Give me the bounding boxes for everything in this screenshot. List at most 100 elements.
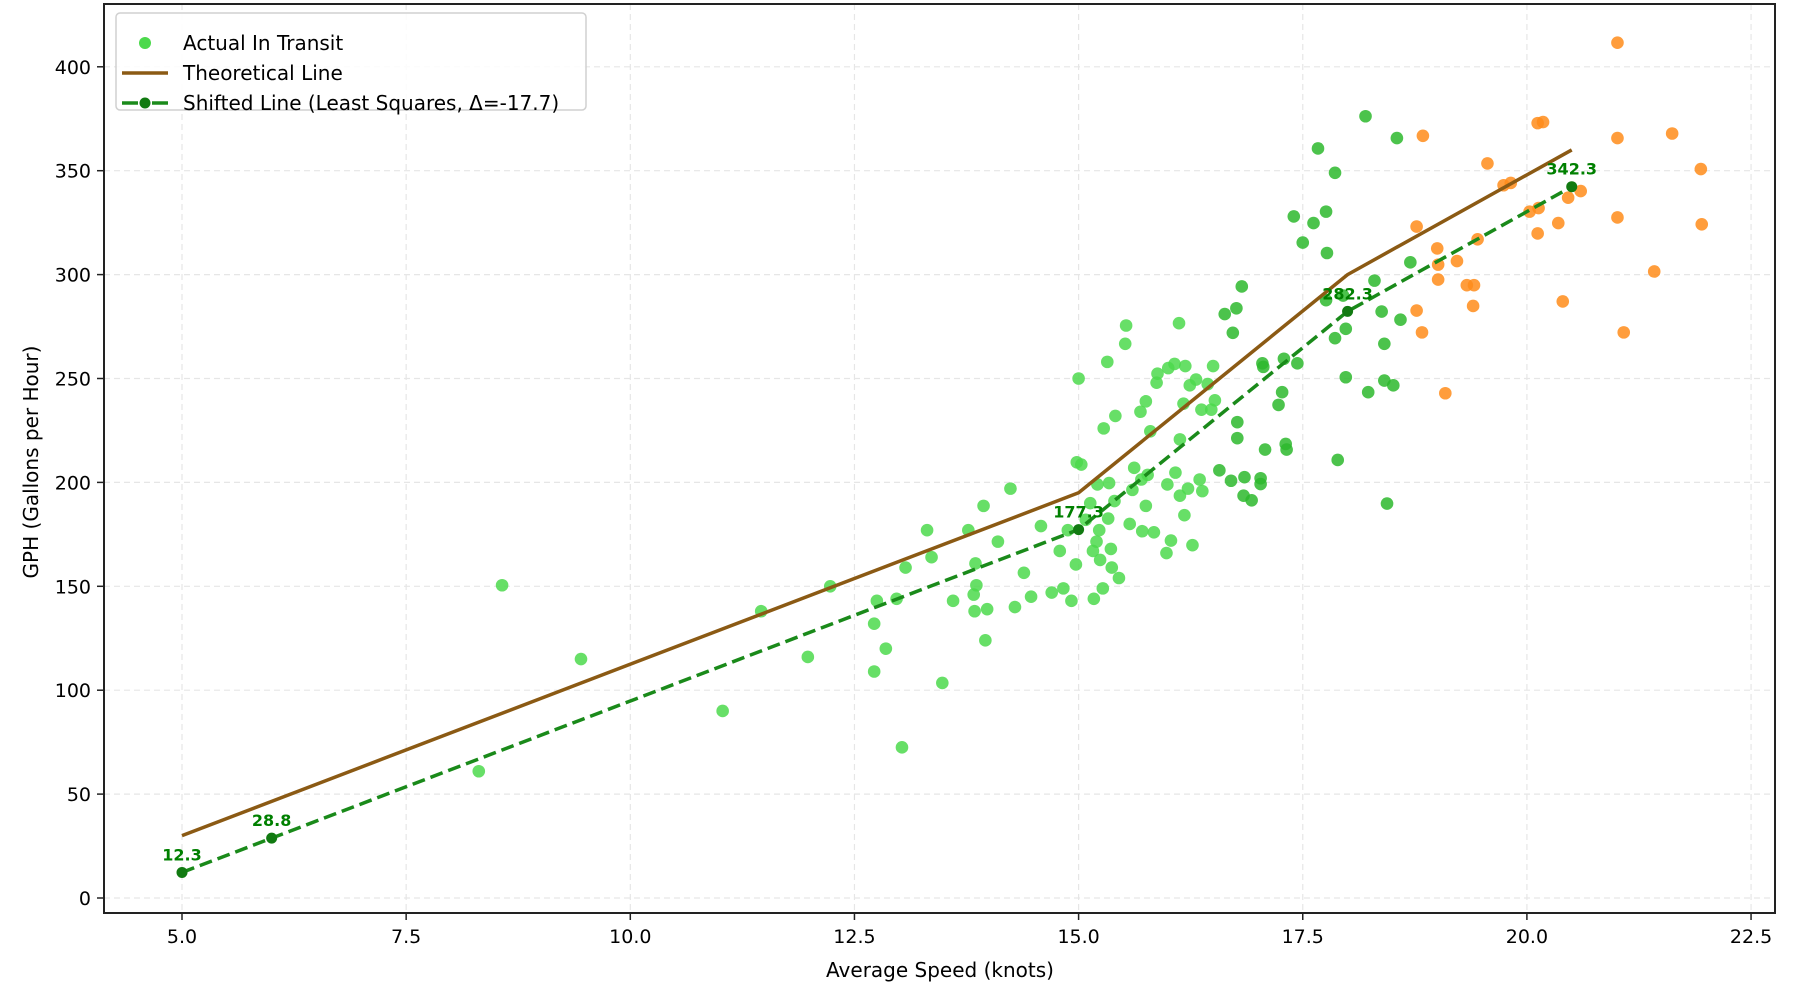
scatter-point bbox=[1083, 496, 1097, 510]
scatter-point bbox=[1112, 571, 1126, 585]
scatter-point bbox=[1045, 586, 1059, 599]
scatter-point bbox=[1695, 218, 1709, 231]
scatter-point bbox=[1230, 415, 1244, 429]
scatter-point bbox=[1105, 561, 1119, 574]
scatter-point bbox=[1230, 301, 1243, 315]
scatter-point bbox=[1431, 273, 1445, 286]
scatter-point bbox=[1096, 582, 1110, 595]
scatter-point bbox=[1245, 493, 1258, 507]
scatter-point bbox=[1466, 299, 1480, 313]
scatter-point bbox=[1531, 227, 1544, 240]
legend-marker-icon bbox=[139, 97, 151, 109]
scatter-point bbox=[1172, 316, 1186, 330]
scatter-point bbox=[1017, 566, 1031, 580]
scatter-point bbox=[1147, 525, 1161, 539]
scatter-point bbox=[472, 764, 486, 778]
shifted-value-label: 28.8 bbox=[252, 811, 291, 830]
scatter-point bbox=[1328, 331, 1342, 345]
y-axis-label: GPH (Gallons per Hour) bbox=[19, 346, 43, 579]
scatter-point bbox=[1135, 524, 1149, 538]
scatter-point bbox=[1611, 211, 1624, 224]
scatter-point bbox=[1319, 293, 1333, 307]
scatter-point bbox=[1004, 482, 1017, 495]
scatter-point bbox=[1617, 326, 1631, 339]
scatter-point bbox=[970, 578, 983, 592]
scatter-point bbox=[1097, 422, 1111, 435]
scatter-point bbox=[1387, 379, 1400, 392]
scatter-point bbox=[920, 523, 934, 537]
scatter-point bbox=[1280, 443, 1293, 456]
y-tick-label: 300 bbox=[55, 265, 91, 287]
scatter-point bbox=[1235, 280, 1249, 293]
scatter-point bbox=[1467, 278, 1481, 292]
shifted-line-marker bbox=[1342, 305, 1354, 317]
scatter-point bbox=[1119, 319, 1133, 332]
scatter-point bbox=[1258, 443, 1272, 456]
scatter-point bbox=[1213, 464, 1226, 477]
scatter-point bbox=[1336, 289, 1350, 302]
scatter-point bbox=[1561, 191, 1575, 205]
legend-item: Shifted Line (Least Squares, Δ=-17.7) bbox=[122, 91, 559, 115]
shifted-line-marker bbox=[266, 832, 278, 844]
scatter-point bbox=[1378, 337, 1391, 351]
scatter-point bbox=[1173, 433, 1187, 446]
scatter-point bbox=[1178, 359, 1192, 373]
scatter-point bbox=[1092, 523, 1106, 537]
scatter-point bbox=[879, 642, 893, 655]
scatter-point bbox=[1256, 360, 1270, 374]
y-tick-label: 150 bbox=[55, 576, 91, 598]
scatter-point bbox=[1087, 592, 1101, 606]
scatter-point bbox=[1118, 337, 1132, 351]
scatter-point bbox=[895, 741, 909, 754]
scatter-point bbox=[1368, 274, 1381, 287]
scatter-point bbox=[1275, 385, 1289, 399]
scatter-point bbox=[1090, 535, 1103, 548]
scatter-point bbox=[1164, 534, 1178, 547]
y-tick-label: 50 bbox=[67, 784, 91, 806]
shifted-value-label: 342.3 bbox=[1546, 160, 1597, 179]
x-axis-label: Average Speed (knots) bbox=[826, 958, 1054, 982]
scatter-point bbox=[716, 704, 729, 718]
legend-label: Actual In Transit bbox=[183, 31, 343, 55]
scatter-point bbox=[1109, 409, 1122, 423]
theoretical-line bbox=[181, 148, 1573, 838]
scatter-point bbox=[1226, 326, 1240, 340]
legend-item: Actual In Transit bbox=[139, 31, 343, 55]
scatter-point bbox=[1151, 367, 1164, 381]
scatter-point bbox=[574, 652, 588, 666]
scatter-point bbox=[1394, 313, 1407, 326]
scatter-point bbox=[801, 650, 815, 664]
scatter-point bbox=[1168, 357, 1181, 371]
shifted-line-marker bbox=[1566, 181, 1578, 193]
scatter-point bbox=[1224, 474, 1238, 488]
scatter-point bbox=[1208, 394, 1222, 407]
scatter-point bbox=[1430, 242, 1444, 255]
y-tick-label: 100 bbox=[55, 680, 91, 702]
scatter-point bbox=[1102, 476, 1116, 490]
x-tick-label: 20.0 bbox=[1506, 926, 1548, 948]
x-tick-label: 10.0 bbox=[609, 926, 651, 948]
scatter-point bbox=[1311, 142, 1325, 155]
scatter-point bbox=[1410, 220, 1423, 233]
scatter-point bbox=[1127, 461, 1141, 475]
scatter-point bbox=[1160, 546, 1173, 560]
scatter-point bbox=[1536, 115, 1550, 129]
scatter-point bbox=[1144, 424, 1157, 438]
scatter-point bbox=[1296, 236, 1310, 249]
legend: Actual In Transit Theoretical Line Shifted… bbox=[115, 12, 587, 115]
y-tick-label: 250 bbox=[55, 369, 91, 391]
legend-box bbox=[115, 12, 587, 111]
scatter-point bbox=[1186, 538, 1199, 552]
scatter-point bbox=[1450, 254, 1464, 268]
scatter-point bbox=[1611, 36, 1624, 49]
scatter-point bbox=[1307, 216, 1320, 230]
scatter-point bbox=[1169, 466, 1182, 479]
scatter-point bbox=[1178, 508, 1191, 522]
scatter-point bbox=[1328, 166, 1342, 180]
x-tick-label: 15.0 bbox=[1057, 926, 1099, 948]
legend-label: Shifted Line (Least Squares, Δ=-17.7) bbox=[183, 91, 559, 115]
x-tick-label: 22.5 bbox=[1730, 926, 1772, 948]
scatter-point bbox=[1065, 594, 1078, 608]
scatter-point bbox=[495, 578, 509, 592]
scatter-point bbox=[1694, 162, 1708, 176]
